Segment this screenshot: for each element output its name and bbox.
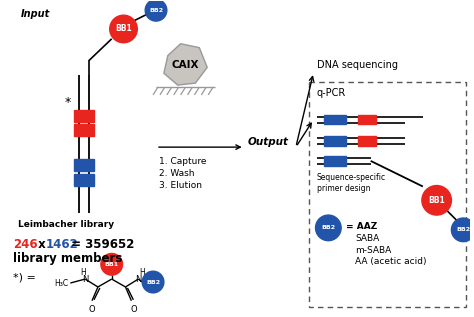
Bar: [74, 159, 94, 171]
Bar: [74, 125, 94, 136]
Bar: [324, 136, 346, 146]
Bar: [74, 110, 94, 121]
Circle shape: [142, 271, 164, 293]
Text: *) =: *) =: [13, 272, 36, 282]
Text: library members: library members: [13, 251, 123, 264]
Text: 1. Capture: 1. Capture: [159, 157, 207, 166]
Text: O: O: [89, 305, 95, 314]
Text: BB2: BB2: [321, 225, 336, 230]
Text: 2. Wash: 2. Wash: [159, 169, 194, 178]
Text: N: N: [82, 275, 88, 284]
Text: BB2: BB2: [149, 8, 163, 13]
Text: BB1: BB1: [428, 196, 445, 205]
Circle shape: [145, 0, 167, 21]
Text: H₃C: H₃C: [54, 279, 68, 288]
Text: m-SABA: m-SABA: [355, 246, 391, 255]
Text: q-PCR: q-PCR: [317, 88, 346, 98]
Text: x: x: [34, 238, 50, 251]
Polygon shape: [164, 44, 207, 85]
Text: *: *: [64, 96, 71, 109]
Circle shape: [316, 215, 341, 241]
Text: Output: Output: [247, 137, 289, 147]
Text: DNA sequencing: DNA sequencing: [317, 61, 398, 70]
Circle shape: [101, 254, 123, 275]
Bar: [358, 115, 375, 125]
Text: BB2: BB2: [456, 227, 470, 232]
Bar: [74, 174, 94, 185]
Text: 246: 246: [13, 238, 38, 251]
Text: SABA: SABA: [355, 234, 379, 243]
Bar: [324, 156, 346, 166]
Text: BB1: BB1: [105, 262, 119, 267]
Text: = AAZ: = AAZ: [346, 222, 377, 231]
Text: O: O: [130, 305, 137, 314]
Circle shape: [109, 15, 137, 43]
Text: H: H: [139, 268, 145, 277]
Circle shape: [451, 218, 474, 242]
Circle shape: [422, 185, 451, 215]
Text: Input: Input: [21, 9, 50, 19]
Text: H: H: [80, 268, 86, 277]
Bar: [324, 115, 346, 125]
Bar: [358, 136, 375, 146]
Text: 3. Elution: 3. Elution: [159, 181, 202, 190]
Text: CAIX: CAIX: [172, 61, 199, 70]
Text: N: N: [135, 275, 141, 284]
Text: Sequence-specific: Sequence-specific: [317, 173, 386, 182]
Text: Leimbacher library: Leimbacher library: [18, 220, 114, 229]
Text: BB1: BB1: [115, 24, 132, 34]
Text: primer design: primer design: [317, 184, 370, 192]
Text: 1462: 1462: [46, 238, 79, 251]
FancyBboxPatch shape: [309, 82, 466, 307]
Text: = 359652: = 359652: [67, 238, 135, 251]
Text: BB2: BB2: [146, 280, 160, 285]
Text: AA (acetic acid): AA (acetic acid): [355, 257, 427, 266]
